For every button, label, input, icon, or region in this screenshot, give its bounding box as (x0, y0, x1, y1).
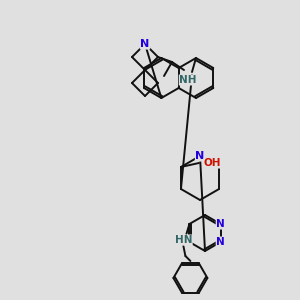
Text: OH: OH (204, 158, 221, 168)
Text: NH: NH (179, 75, 197, 85)
Text: N: N (140, 39, 150, 49)
Text: HN: HN (175, 235, 192, 245)
Text: N: N (195, 151, 205, 161)
Text: N: N (216, 219, 225, 229)
Text: N: N (216, 237, 225, 247)
